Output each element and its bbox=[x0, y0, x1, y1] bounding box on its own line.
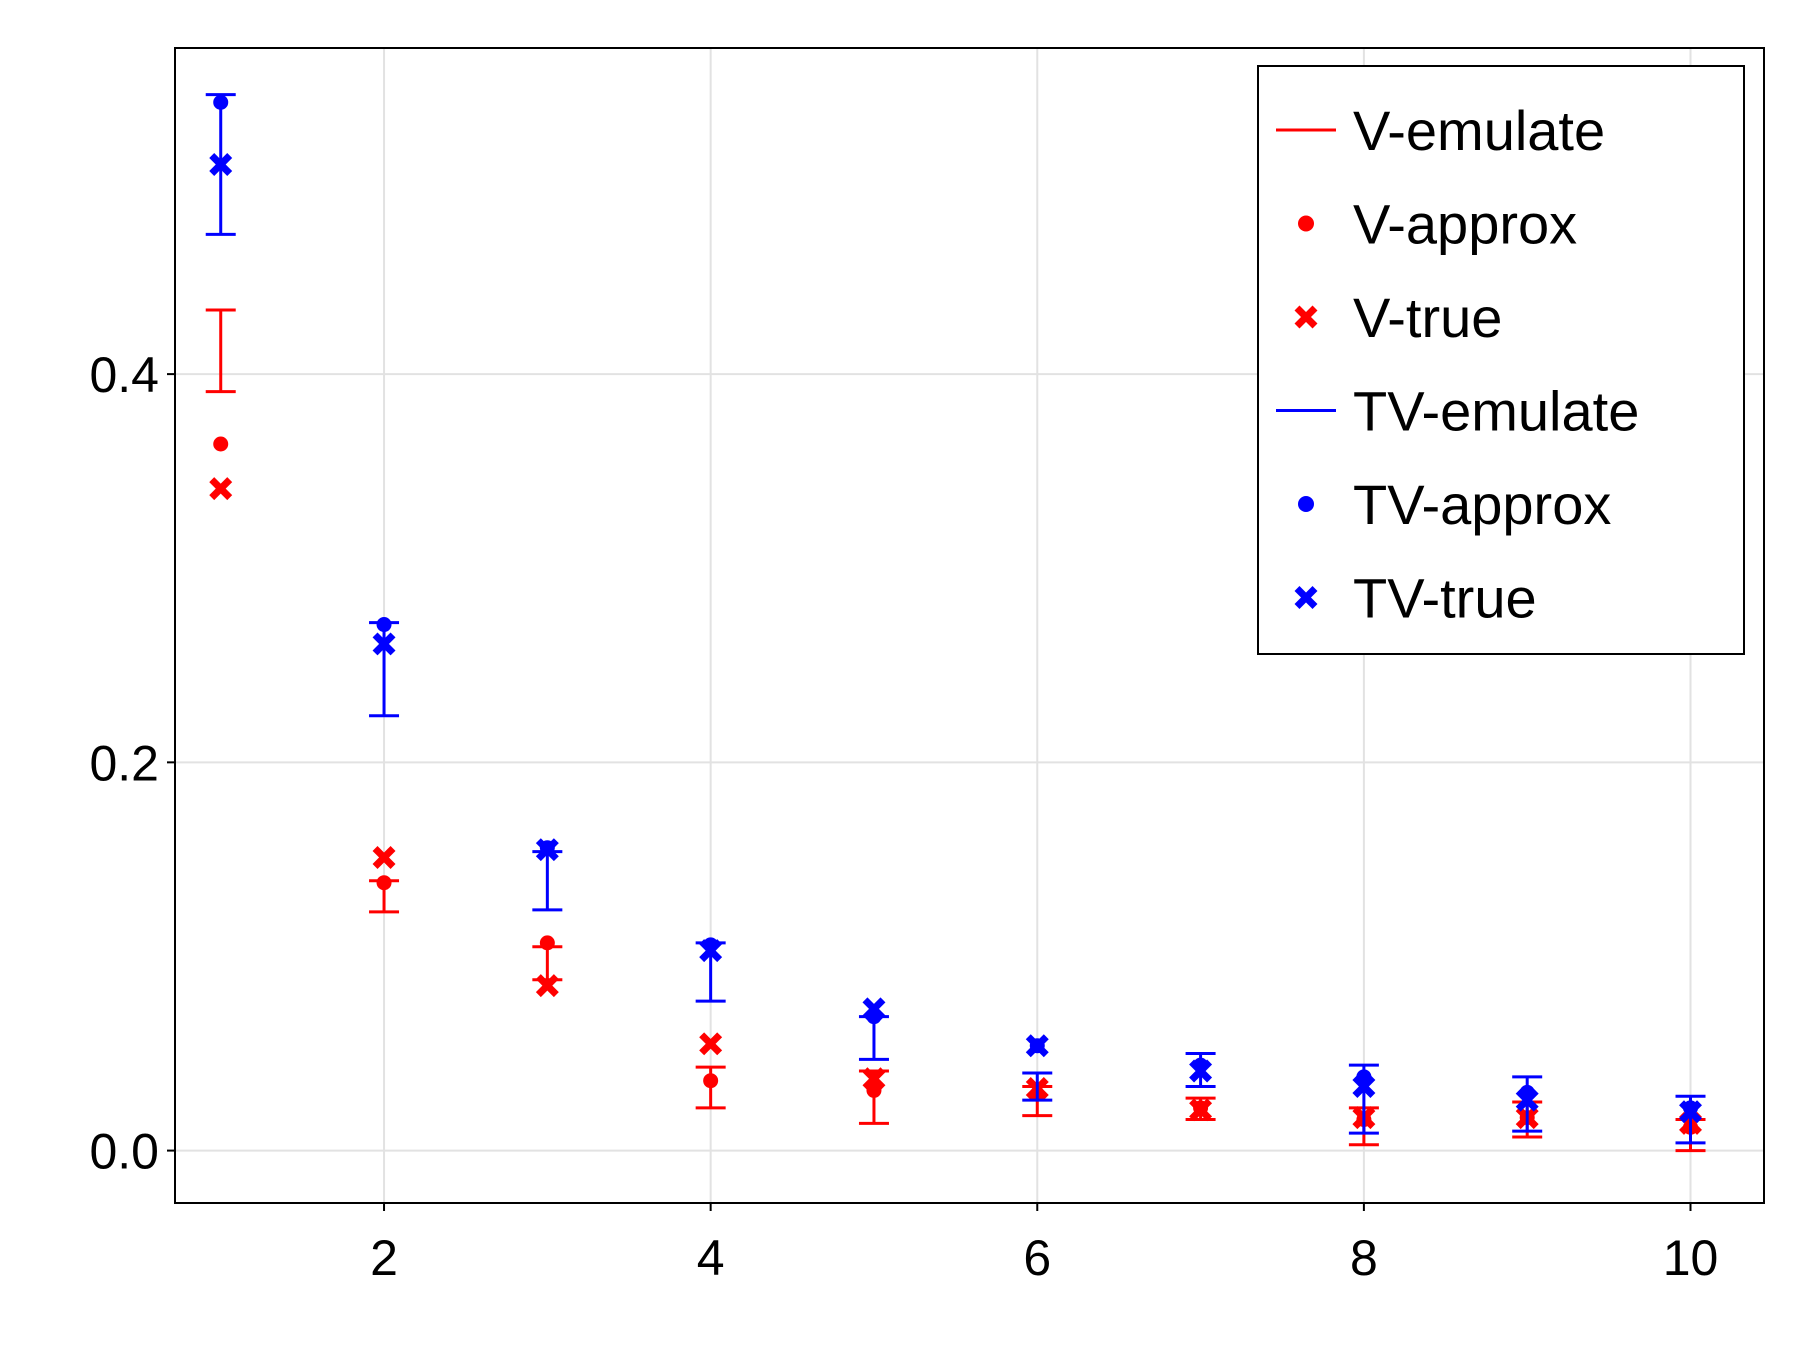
legend-tv-approx-swatch bbox=[1298, 496, 1314, 512]
legend-v-true-label: V-true bbox=[1353, 286, 1502, 349]
legend-tv-approx-label: TV-approx bbox=[1353, 473, 1611, 536]
data-marks bbox=[205, 93, 1706, 1153]
legend-tv-emulate-label: TV-emulate bbox=[1353, 380, 1639, 443]
v-approx-point bbox=[539, 935, 555, 951]
x-tick-label: 6 bbox=[1023, 1230, 1051, 1286]
legend-tv-true-swatch bbox=[1294, 586, 1318, 609]
x-tick-label: 10 bbox=[1663, 1230, 1719, 1286]
legend-v-approx-swatch bbox=[1298, 215, 1314, 232]
tv-true-point bbox=[535, 838, 559, 862]
v-true-point bbox=[862, 1067, 886, 1091]
v-approx-point bbox=[376, 875, 392, 891]
y-tick-label: 0.4 bbox=[89, 347, 159, 403]
tv-true-point-stroke-b bbox=[1025, 1034, 1049, 1058]
v-true-point-stroke-b bbox=[535, 974, 559, 998]
legend-v-true-swatch bbox=[1294, 305, 1318, 329]
x-tick-label: 4 bbox=[697, 1230, 725, 1286]
x-tick-label: 2 bbox=[370, 1230, 398, 1286]
tv-true-point-stroke-b bbox=[372, 632, 396, 656]
axes: 2 4 6 8 10 0.0 0.2 0.4 bbox=[89, 347, 1718, 1286]
legend-tv-true-swatch-stroke-b bbox=[1294, 586, 1318, 609]
v-approx-point bbox=[213, 436, 229, 452]
v-true-point bbox=[1189, 1098, 1213, 1122]
v-approx-point bbox=[703, 1073, 719, 1089]
tv-true-point bbox=[1515, 1088, 1539, 1112]
legend-box bbox=[1257, 65, 1745, 655]
legend-v-true-swatch-stroke-b bbox=[1294, 305, 1318, 329]
legend-tv-true-label: TV-true bbox=[1353, 567, 1537, 630]
x-tick-label: 8 bbox=[1350, 1230, 1378, 1286]
v-true-point bbox=[209, 477, 233, 501]
tv-true-point bbox=[862, 997, 886, 1021]
v-true-point-stroke-b bbox=[372, 845, 396, 869]
v-emulate-errorbar bbox=[205, 308, 236, 394]
legend-v-approx-label: V-approx bbox=[1353, 193, 1577, 256]
tv-approx-point bbox=[213, 94, 229, 110]
v-true-point bbox=[535, 974, 559, 998]
v-true-point-stroke-b bbox=[209, 477, 233, 501]
tv-true-point-stroke-b bbox=[1679, 1100, 1702, 1124]
tv-true-point bbox=[1025, 1034, 1049, 1058]
tv-true-point-stroke-b bbox=[209, 152, 233, 176]
legend: V-emulate V-approx V-true TV-emulate TV-appr… bbox=[1257, 65, 1745, 655]
tv-true-point bbox=[209, 152, 233, 176]
v-true-point bbox=[372, 845, 396, 869]
legend-v-emulate-label: V-emulate bbox=[1353, 99, 1605, 162]
y-tick-label: 0.0 bbox=[89, 1124, 159, 1180]
v-true-point bbox=[699, 1032, 723, 1056]
v-true-point-stroke-b bbox=[862, 1067, 886, 1091]
tv-true-point-stroke-b bbox=[535, 838, 559, 862]
tv-true-point bbox=[372, 632, 396, 656]
tv-true-point-stroke-b bbox=[1515, 1088, 1539, 1112]
tv-true-point bbox=[1189, 1059, 1213, 1083]
tv-true-point bbox=[699, 939, 723, 963]
tv-true-point-stroke-b bbox=[1352, 1075, 1376, 1099]
y-tick-label: 0.2 bbox=[89, 735, 159, 791]
tv-true-point bbox=[1352, 1075, 1376, 1099]
v-true-point-stroke-b bbox=[699, 1032, 723, 1056]
tv-emulate-errorbar bbox=[1022, 1071, 1053, 1102]
tv-approx-point bbox=[376, 617, 392, 633]
tv-true-point-stroke-b bbox=[862, 997, 886, 1021]
tv-true-point bbox=[1679, 1100, 1702, 1124]
v-true-point-stroke-b bbox=[1189, 1098, 1213, 1122]
plot-frame bbox=[174, 47, 1765, 1204]
tv-true-point-stroke-b bbox=[699, 939, 723, 963]
tv-true-point-stroke-b bbox=[1189, 1059, 1213, 1083]
